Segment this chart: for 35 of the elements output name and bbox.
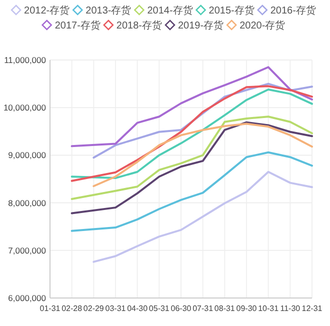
x-tick-label: 08-31 bbox=[214, 304, 236, 313]
y-tick-label: 10,000,000 bbox=[3, 102, 46, 113]
legend-label: 2019-存货 bbox=[178, 20, 224, 32]
y-tick-label: 11,000,000 bbox=[4, 55, 46, 65]
line-series bbox=[92, 170, 313, 263]
legend-label: 2012-存货 bbox=[24, 4, 70, 16]
x-tick-label: 03-31 bbox=[105, 304, 126, 313]
x-tick-label: 04-30 bbox=[127, 304, 148, 313]
y-tick-label: 9,000,000 bbox=[8, 150, 46, 160]
x-tick-label: 09-30 bbox=[236, 304, 258, 313]
y-tick-label: 6,000,000 bbox=[8, 293, 46, 303]
legend-label: 2016-存货 bbox=[270, 4, 316, 16]
x-tick-label: 07-31 bbox=[192, 304, 214, 313]
x-tick-label: 11-30 bbox=[280, 304, 301, 313]
x-tick-label: 05-31 bbox=[148, 304, 170, 313]
legend-label: 2017-存货 bbox=[54, 20, 100, 32]
legend-label: 2014-存货 bbox=[147, 4, 193, 16]
legend-label: 2018-存货 bbox=[116, 20, 162, 32]
y-tick-label: 7,000,000 bbox=[8, 245, 46, 256]
line-series bbox=[92, 82, 313, 159]
x-tick-label: 02-28 bbox=[62, 304, 83, 313]
line-series bbox=[70, 121, 313, 214]
legend-label: 2013-存货 bbox=[86, 4, 132, 16]
x-tick-label: 12-31 bbox=[302, 304, 323, 313]
x-tick-label: 06-30 bbox=[170, 304, 192, 313]
line-series bbox=[92, 122, 313, 188]
x-tick-label: 10-31 bbox=[258, 304, 280, 313]
line-series bbox=[70, 66, 313, 148]
y-tick-label: 8,000,000 bbox=[8, 198, 46, 208]
line-series bbox=[70, 151, 313, 232]
legend-label: 2015-存货 bbox=[208, 4, 254, 16]
line-series bbox=[70, 116, 313, 200]
legend-label: 2020-存货 bbox=[240, 20, 286, 32]
x-tick-label: 01-31 bbox=[40, 304, 61, 313]
x-tick-label: 02-29 bbox=[83, 304, 104, 313]
